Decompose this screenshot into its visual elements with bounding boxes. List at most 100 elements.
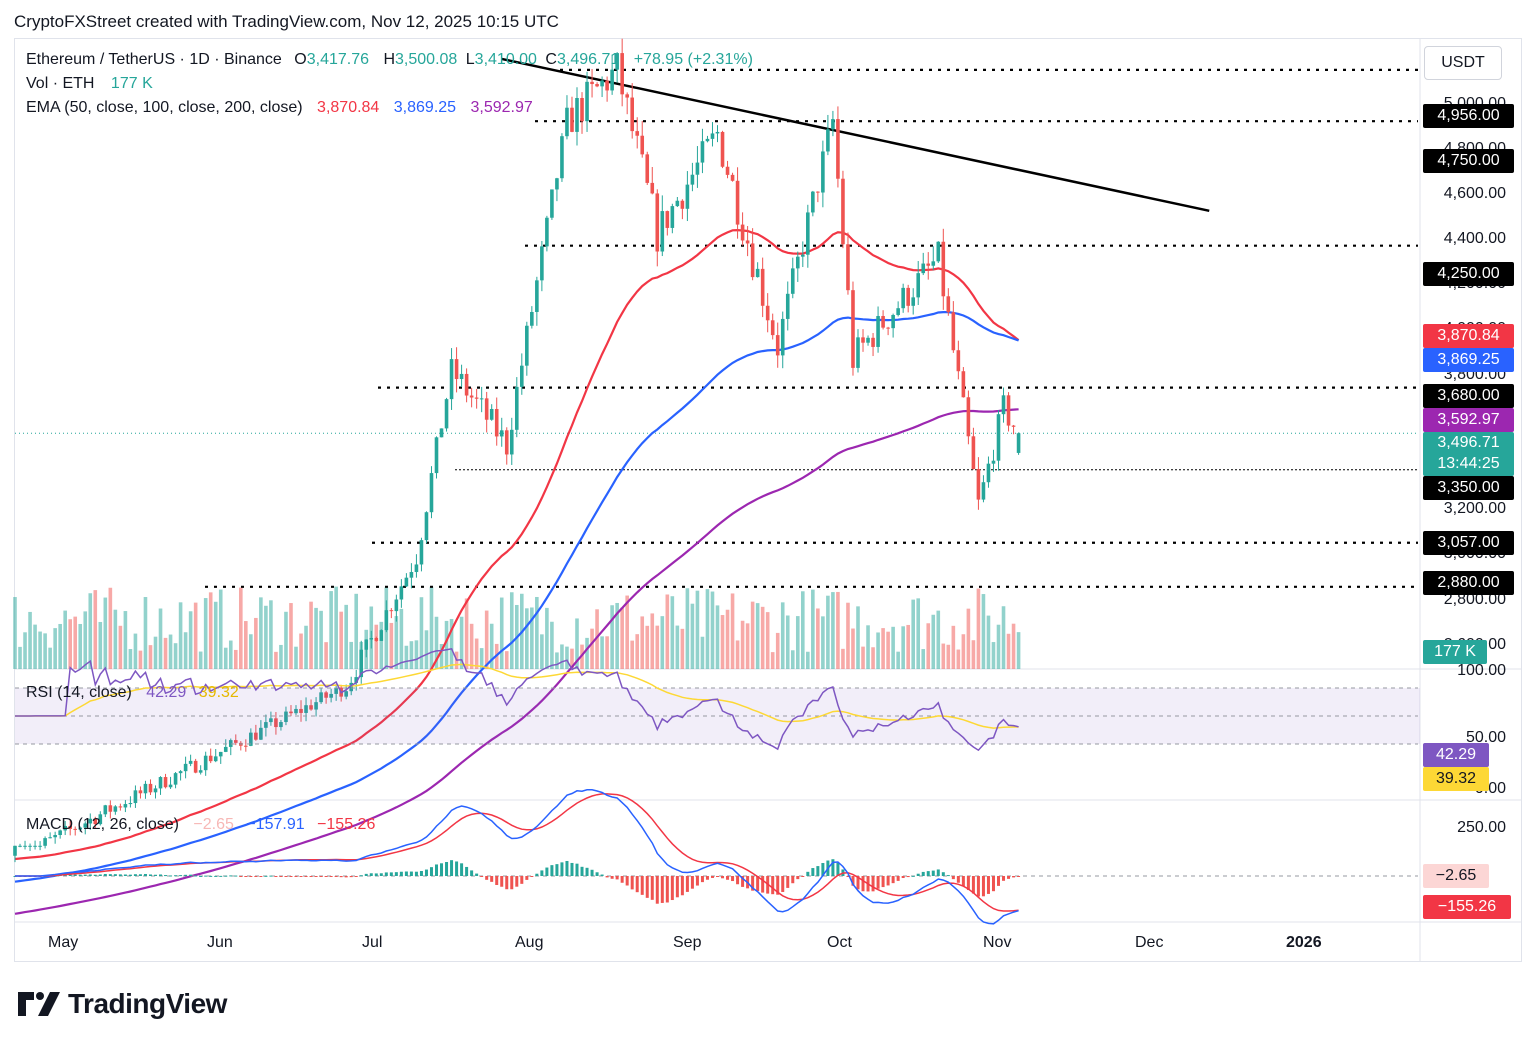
macd-histogram-bar [650, 876, 654, 900]
tradingview-wordmark: TradingView [68, 988, 227, 1019]
macd-histogram-bar [951, 876, 955, 880]
candle-body [153, 788, 158, 793]
macd-histogram-bar [981, 876, 985, 897]
volume-bar [535, 596, 539, 669]
macd-histogram-bar [254, 876, 258, 877]
time-tick: Jul [362, 934, 383, 951]
symbol-name[interactable]: Ethereum / TetherUS · 1D · Binance [26, 51, 282, 68]
macd-histogram-bar [871, 876, 875, 892]
candle-body [314, 702, 318, 710]
candle-body [635, 131, 640, 136]
macd-histogram-bar [500, 876, 504, 887]
ema200-value: 3,592.97 [470, 99, 533, 116]
macd-histogram-bar [364, 873, 368, 876]
volume-bar [68, 619, 72, 669]
volume-bar [976, 588, 981, 669]
macd-histogram-bar [791, 876, 795, 884]
candle-body [695, 162, 700, 175]
candle-body [645, 154, 650, 183]
macd-histogram-bar [565, 860, 569, 876]
volume-bar [790, 650, 795, 669]
macd-histogram-bar [354, 876, 358, 877]
volume-bar [680, 628, 685, 669]
volume-label[interactable]: Vol · ETH [26, 75, 95, 92]
macd-histogram-bar [389, 872, 393, 876]
candle-body [334, 687, 338, 694]
macd-histogram-bar [761, 876, 765, 893]
volume-bar [78, 623, 83, 669]
volume-bar [525, 608, 529, 669]
candle-body [499, 430, 504, 437]
macd-histogram-bar [133, 874, 137, 876]
macd-histogram-bar [470, 870, 474, 876]
macd-histogram-bar [997, 876, 1000, 886]
candle-body [158, 777, 163, 789]
volume-bar [108, 587, 113, 669]
macd-histogram-bar [675, 876, 679, 898]
volume-bar [886, 631, 890, 669]
ema50-line [14, 228, 1020, 861]
candle-body [816, 191, 820, 193]
candle-body [354, 677, 359, 683]
volume-bar [831, 592, 835, 669]
volume-bar [926, 623, 931, 669]
macd-histogram-bar [1007, 876, 1011, 879]
tradingview-logo[interactable]: TradingView [18, 988, 227, 1020]
volume-bar [444, 620, 449, 669]
candle-body [680, 200, 685, 209]
macd-histogram-bar [685, 876, 689, 892]
macd-histogram-bar [575, 863, 579, 876]
macd-histogram-bar [309, 876, 313, 877]
rsi-label[interactable]: RSI (14, close) [26, 684, 132, 701]
level-badge-3350: 3,350.00 [1423, 476, 1514, 500]
macd-histogram-bar [640, 876, 644, 895]
candle-body [725, 166, 730, 175]
volume-bar [836, 591, 840, 669]
candle-body [540, 246, 544, 281]
macd-histogram-bar [741, 876, 745, 887]
macd-histogram-bar [806, 871, 810, 876]
currency-selector[interactable]: USDT [1424, 46, 1502, 80]
candle-body [103, 805, 108, 815]
macd-label[interactable]: MACD (12, 26, close) [26, 816, 179, 833]
macd-line-value: −157.91 [246, 816, 305, 833]
candle-body [78, 827, 83, 830]
candle-body [459, 373, 464, 380]
volume-bar [861, 646, 865, 669]
volume-bar [710, 591, 715, 669]
volume-bar [650, 613, 655, 669]
candle-body [660, 211, 665, 252]
macd-histogram-bar [570, 862, 574, 876]
candle-body [349, 682, 353, 692]
macd-histogram-bar [319, 876, 323, 877]
macd-histogram-bar [108, 874, 112, 876]
volume-bar [379, 621, 384, 669]
macd-histogram-bar [244, 876, 248, 877]
volume-bar [374, 624, 379, 669]
ema200-line [14, 408, 1019, 915]
candle-body [429, 473, 434, 513]
ema-label[interactable]: EMA (50, close, 100, close, 200, close) [26, 99, 303, 116]
rsi-badge: 42.29 [1423, 743, 1489, 767]
candle-body [374, 638, 379, 641]
volume-bar [344, 604, 348, 669]
volume-bar [223, 647, 228, 669]
volume-bar [53, 628, 57, 669]
candle-body [1011, 425, 1016, 427]
volume-bar [419, 597, 424, 669]
volume-bar [113, 609, 118, 669]
candle-body [715, 131, 720, 134]
macd-histogram-bar [600, 874, 604, 876]
macd-histogram-bar [404, 871, 408, 876]
candle-body [494, 408, 499, 437]
macd-histogram-bar [961, 876, 965, 887]
candle-body [474, 397, 479, 399]
volume-bar [58, 623, 62, 669]
volume-bar [881, 628, 885, 669]
macd-histogram-bar [143, 873, 147, 876]
volume-bar [655, 625, 660, 669]
high-label: H [383, 51, 396, 68]
volume-bar [946, 644, 951, 669]
macd-histogram-bar [429, 867, 433, 876]
